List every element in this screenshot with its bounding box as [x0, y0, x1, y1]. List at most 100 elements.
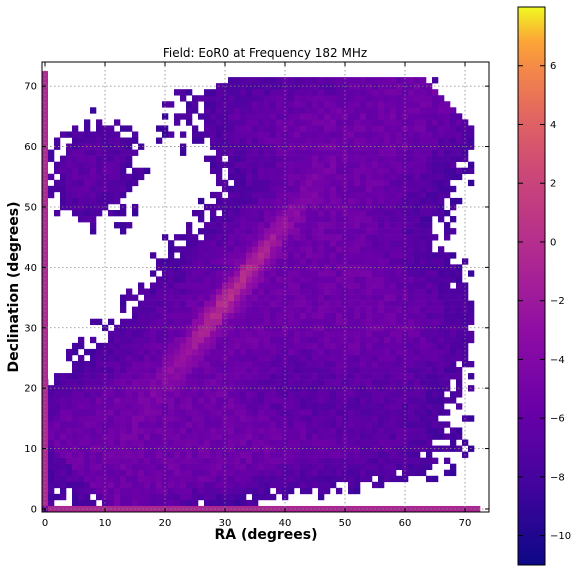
heatmap-cell [438, 348, 445, 356]
heatmap-cell [96, 415, 103, 422]
heatmap-cell [180, 113, 187, 120]
heatmap-cell [108, 415, 115, 422]
heatmap-cell [426, 397, 433, 404]
heatmap-cell [228, 348, 235, 356]
heatmap-cell [396, 125, 403, 132]
heatmap-cell [426, 276, 433, 283]
heatmap-cell [348, 433, 355, 440]
heatmap-cell [432, 179, 439, 187]
heatmap-cell [192, 252, 199, 259]
heatmap-cell [108, 397, 115, 404]
heatmap-cell [144, 336, 151, 344]
heatmap-cell [234, 209, 241, 217]
heatmap-cell [420, 258, 427, 265]
heatmap-cell [438, 185, 445, 193]
heatmap-cell [366, 240, 373, 247]
heatmap-cell [414, 288, 421, 295]
heatmap-cell [282, 149, 289, 156]
heatmap-cell [378, 300, 385, 307]
heatmap-cell [444, 312, 451, 320]
heatmap-cell [324, 191, 331, 199]
heatmap-cell [264, 306, 271, 313]
heatmap-cell [246, 475, 253, 483]
heatmap-cell [174, 354, 181, 362]
heatmap-cell [450, 131, 457, 138]
heatmap-cell [384, 167, 391, 175]
heatmap-cell [78, 203, 85, 211]
heatmap-cell [414, 324, 421, 332]
heatmap-cell [438, 445, 445, 452]
heatmap-cell [234, 258, 241, 265]
heatmap-cell [66, 348, 73, 356]
heatmap-cell [402, 330, 409, 338]
heatmap-cell [444, 354, 451, 362]
heatmap-cell [330, 258, 337, 265]
heatmap-cell [426, 252, 433, 259]
heatmap-cell [372, 276, 379, 283]
heatmap-cell [210, 143, 217, 150]
chart-title: Field: EoR0 at Frequency 182 MHz [163, 46, 367, 60]
heatmap-cell [144, 499, 151, 507]
heatmap-cell [174, 294, 181, 301]
heatmap-cell [156, 457, 163, 464]
heatmap-cell [270, 463, 277, 471]
heatmap-cell [102, 137, 109, 144]
heatmap-cell [108, 125, 115, 132]
heatmap-cell [324, 415, 331, 422]
heatmap-cell [258, 348, 265, 356]
colorbar [517, 6, 546, 566]
heatmap-cell [396, 77, 403, 84]
heatmap-cell [48, 475, 55, 483]
heatmap-cell [228, 451, 235, 458]
heatmap-cell [114, 481, 121, 489]
heatmap-cell [174, 306, 181, 313]
heatmap-cell [132, 149, 139, 156]
heatmap-cell [384, 294, 391, 301]
heatmap-cell [408, 427, 415, 434]
heatmap-cell [402, 258, 409, 265]
heatmap-cell [246, 336, 253, 344]
heatmap-cell [276, 294, 283, 301]
heatmap-cell [402, 397, 409, 404]
heatmap-cell [174, 499, 181, 507]
heatmap-cell [228, 403, 235, 410]
heatmap-cell [390, 222, 397, 229]
heatmap-cell [426, 336, 433, 344]
heatmap-cell [60, 379, 67, 386]
heatmap-cell [264, 487, 271, 495]
heatmap-cell [450, 439, 457, 446]
heatmap-cell [174, 481, 181, 489]
heatmap-cell [312, 149, 319, 156]
heatmap-cell [288, 155, 295, 162]
heatmap-cell [276, 433, 283, 440]
heatmap-cell [384, 409, 391, 416]
heatmap-cell [60, 167, 67, 175]
heatmap-cell [252, 222, 259, 229]
heatmap-cell [366, 197, 373, 205]
heatmap-cell [438, 258, 445, 265]
heatmap-cell [198, 481, 205, 489]
heatmap-cell [414, 77, 421, 84]
heatmap-cell [426, 463, 433, 471]
heatmap-cell [264, 300, 271, 307]
heatmap-cell [72, 167, 79, 175]
heatmap-cell [360, 179, 367, 187]
heatmap-cell [420, 397, 427, 404]
heatmap-cell [264, 367, 271, 374]
heatmap-cell [186, 240, 193, 247]
heatmap-cell [456, 149, 463, 156]
heatmap-cell [468, 330, 475, 338]
heatmap-cell [336, 463, 343, 471]
heatmap-cell [120, 475, 127, 483]
heatmap-cell [162, 276, 169, 283]
heatmap-cell [348, 179, 355, 187]
heatmap-cell [348, 209, 355, 217]
heatmap-cell [156, 312, 163, 320]
heatmap-cell [258, 330, 265, 338]
heatmap-cell [438, 197, 445, 205]
heatmap-cell [426, 505, 433, 512]
heatmap-cell [300, 179, 307, 187]
heatmap-cell [408, 403, 415, 410]
heatmap-cell [78, 167, 85, 175]
heatmap-cell [432, 391, 439, 398]
